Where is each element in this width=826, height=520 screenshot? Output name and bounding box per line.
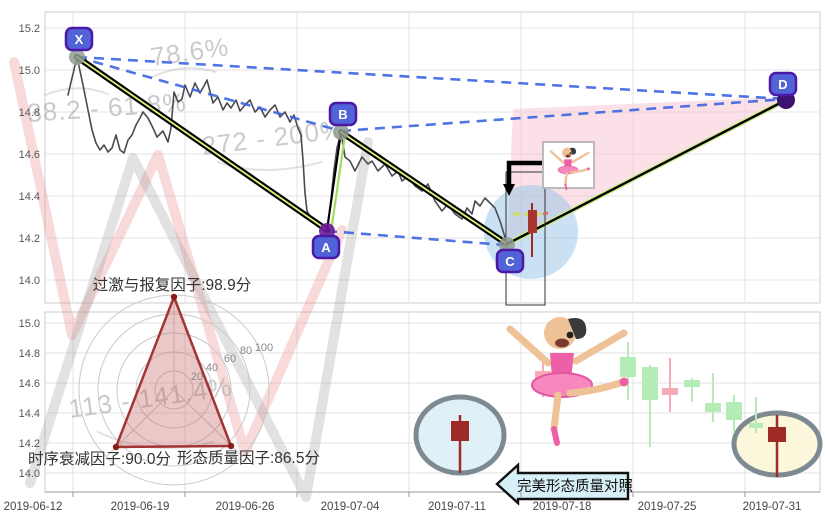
x-date-label: 2019-06-26 [216, 501, 275, 513]
top-y-tick: 14.6 [19, 149, 40, 161]
bottom-y-axis: 15.0 14.8 14.6 14.4 14.2 14.0 [19, 318, 40, 480]
guide-x-b [76, 55, 342, 133]
callout-label: 完美形态质量对照 [517, 478, 633, 495]
x-date-label: 2019-07-04 [321, 501, 380, 513]
bottom-y-tick: 14.0 [19, 468, 40, 480]
radar-tick-40: 40 [206, 362, 218, 374]
radar-tick-80: 80 [240, 345, 252, 357]
gridlines [45, 12, 820, 493]
pivot-label-a-text: A [321, 240, 331, 255]
bottom-y-tick: 15.0 [19, 318, 40, 330]
top-y-tick: 15.0 [19, 65, 40, 77]
pivot-label-d[interactable]: D [768, 71, 798, 97]
pattern-legs [74, 54, 789, 247]
guide-a-c [326, 229, 506, 247]
factor-label-top: 过激与报复因子:98.9分 [93, 276, 251, 294]
pivot-label-b[interactable]: B [328, 101, 358, 127]
x-axis: 2019-06-12 2019-06-19 2019-06-26 2019-07… [4, 492, 802, 513]
radar-tick-60: 60 [224, 353, 236, 365]
quality-factor-radar: 20 40 60 80 100 过激与报复因子:98.9分 时序衰减因子:90.… [28, 276, 320, 486]
x-date-label: 2019-06-19 [111, 501, 170, 513]
pivot-label-c-text: C [505, 254, 515, 269]
dashed-guides [76, 55, 787, 247]
x-date-label: 2019-07-18 [533, 501, 592, 513]
x-date-label: 2019-07-25 [638, 501, 697, 513]
ballerina-thumbnail[interactable] [542, 141, 595, 191]
top-y-axis: 15.2 15.0 14.8 14.6 14.4 14.2 14.0 [19, 23, 40, 287]
factor-label-left: 时序衰减因子:90.0分 [28, 450, 171, 468]
radar-tick-100: 100 [255, 342, 273, 354]
bottom-y-tick: 14.4 [19, 408, 40, 420]
radar-tick-20: 20 [191, 371, 203, 383]
radar-tick-labels: 20 40 60 80 100 [191, 342, 273, 383]
top-y-tick: 15.2 [19, 23, 40, 35]
pivot-label-x[interactable]: X [64, 26, 94, 52]
down-arrow-icon [503, 184, 515, 196]
pivot-dot-x [69, 49, 85, 65]
pivot-label-b-text: B [338, 107, 347, 122]
x-date-label: 2019-07-31 [743, 501, 802, 513]
top-y-tick: 14.2 [19, 233, 40, 245]
x-axis-ticks [72, 492, 746, 497]
bottom-y-tick: 14.6 [19, 378, 40, 390]
guide-b-d [340, 97, 787, 133]
top-y-tick: 14.4 [19, 191, 40, 203]
factor-label-right: 形态质量因子:86.5分 [177, 449, 320, 467]
candlestick-series [413, 342, 823, 478]
left-block-arrow-icon [495, 462, 630, 506]
perfect-quality-callout[interactable]: 完美形态质量对照 [495, 462, 633, 506]
pivot-label-c[interactable]: C [495, 248, 525, 274]
bottom-y-tick: 14.2 [19, 438, 40, 450]
pivot-label-x-text: X [75, 32, 84, 47]
top-y-tick: 14.0 [19, 275, 40, 287]
x-date-label: 2019-06-12 [4, 501, 63, 513]
radar-triangle [114, 295, 233, 449]
x-date-label: 2019-07-11 [428, 501, 486, 513]
bottom-y-tick: 14.8 [19, 348, 40, 360]
pivot-label-d-text: D [778, 77, 787, 92]
pivot-labels: X A B C D [64, 26, 798, 274]
highlight-candle-last [768, 415, 786, 477]
perfect-pattern-watermark [9, 57, 373, 502]
down-arrow-line [506, 160, 545, 184]
top-y-tick: 14.8 [19, 107, 40, 119]
c-annotations [503, 141, 595, 306]
c-signal-candle [528, 203, 537, 257]
highlight-candle-first [451, 415, 469, 473]
pivot-label-a[interactable]: A [311, 234, 341, 260]
pivot-dot-b [333, 124, 349, 140]
entry-level-tick [542, 211, 549, 216]
